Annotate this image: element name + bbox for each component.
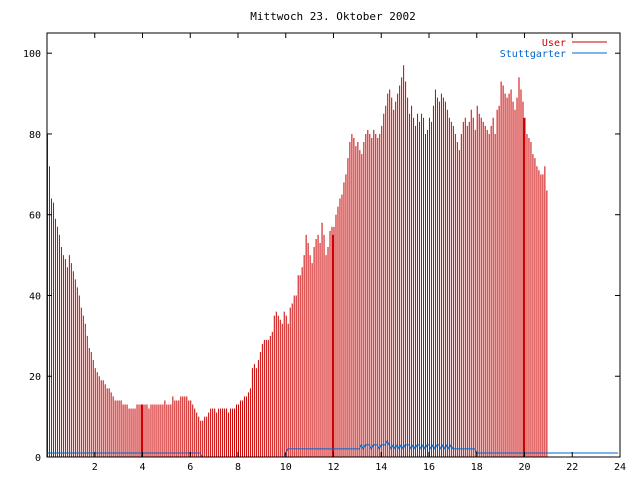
x-tick-label: 14 (375, 462, 387, 473)
x-tick-label: 10 (280, 462, 292, 473)
x-tick-label: 6 (187, 462, 193, 473)
chart-title: Mittwoch 23. Oktober 2002 (250, 10, 416, 23)
x-tick-label: 20 (518, 462, 530, 473)
x-tick-label: 24 (614, 462, 626, 473)
x-tick-label: 12 (327, 462, 339, 473)
x-tick-label: 4 (139, 462, 145, 473)
x-tick-label: 2 (92, 462, 98, 473)
y-tick-label: 20 (29, 372, 41, 383)
highlight-bars (141, 117, 526, 457)
y-tick-label: 60 (29, 211, 41, 222)
legend: User Stuttgarter (500, 38, 607, 60)
y-axis: 0 20 40 60 80 100 (23, 49, 620, 464)
x-tick-label: 18 (471, 462, 483, 473)
series-user-bars (47, 65, 548, 457)
legend-item-user: User (542, 38, 607, 49)
legend-label-user: User (542, 38, 566, 49)
legend-item-stuttgarter: Stuttgarter (500, 49, 607, 60)
y-tick-label: 100 (23, 49, 41, 60)
x-tick-label: 22 (566, 462, 578, 473)
x-axis: 2 4 6 8 10 12 14 16 18 20 22 24 (92, 33, 626, 473)
x-tick-label: 8 (235, 462, 241, 473)
y-tick-label: 40 (29, 291, 41, 302)
y-tick-label: 0 (35, 453, 41, 464)
x-tick-label: 16 (423, 462, 435, 473)
y-tick-label: 80 (29, 130, 41, 141)
legend-label-stuttgarter: Stuttgarter (500, 49, 566, 60)
